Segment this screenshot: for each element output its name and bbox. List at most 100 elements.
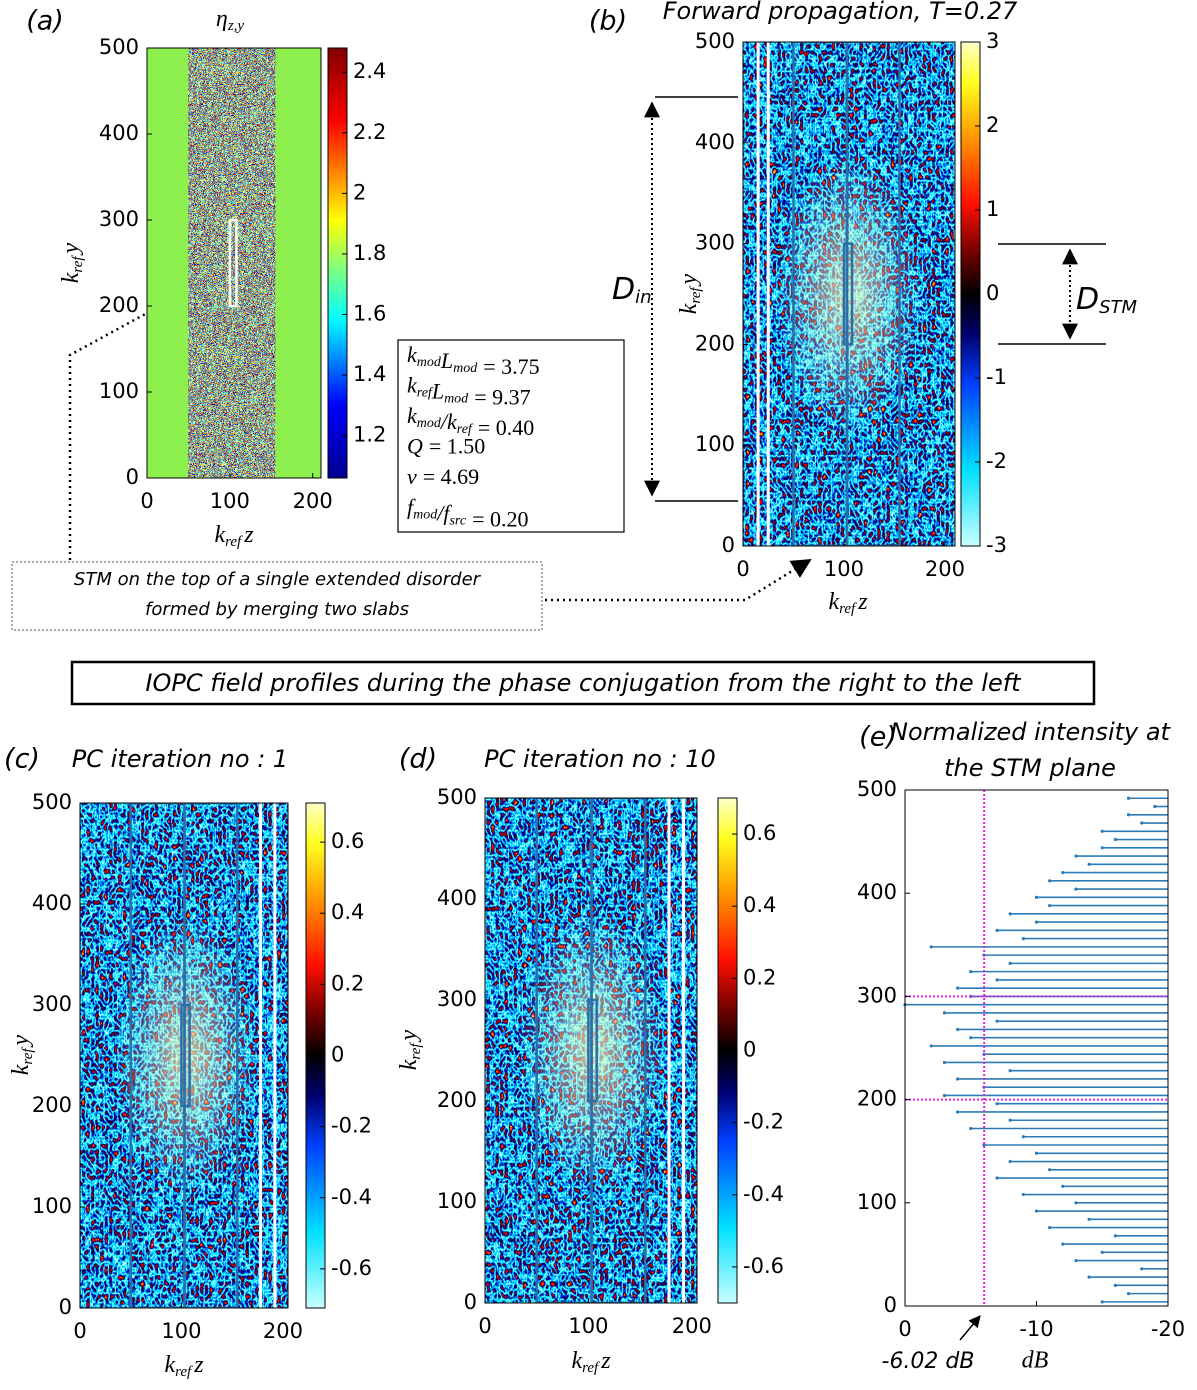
bar-tip	[1074, 1258, 1078, 1263]
math-var: z	[857, 589, 868, 615]
bar-tip	[1061, 870, 1065, 875]
bar-tip	[969, 1126, 973, 1131]
bar-tip	[1008, 1118, 1012, 1122]
axes-frame	[79, 802, 289, 1309]
bar-tip	[1048, 903, 1052, 908]
field	[485, 798, 697, 1303]
math-base: L	[431, 379, 444, 404]
colorbar-tick-label: -1	[986, 365, 1007, 389]
y-tick-label: 300	[99, 207, 139, 231]
bar-tip	[1126, 1292, 1131, 1296]
math-text: krefy	[8, 1034, 37, 1075]
bar-tip	[1008, 912, 1012, 916]
param-value: = 0.20	[472, 507, 528, 532]
param-value: = 1.50	[429, 434, 485, 459]
colorbar-tick-label: 1	[986, 197, 999, 221]
colorbar-tick-label: 0	[331, 1043, 344, 1067]
math-text: kref z	[571, 1348, 611, 1377]
x-tick-label: -10	[1019, 1317, 1053, 1341]
colorbar-tick-label: -0.4	[743, 1182, 784, 1206]
bar-tip	[1100, 829, 1104, 833]
y-tick-label: 100	[99, 379, 139, 403]
math-sub: mod	[417, 416, 442, 431]
math-base: k	[164, 1352, 175, 1378]
math-var: y	[8, 1034, 34, 1047]
bar-tip	[1021, 937, 1025, 941]
x-tick-label: 100	[568, 1314, 608, 1338]
field	[147, 48, 321, 478]
y-tick-label: 300	[437, 987, 477, 1011]
math-base: ν	[407, 464, 417, 489]
dimension-label: DSTM	[1076, 282, 1138, 319]
bar-tip	[956, 1027, 960, 1032]
y-tick-label: 0	[59, 1295, 72, 1319]
math-sub: ref	[688, 286, 704, 304]
math-sub: ref	[408, 1042, 424, 1060]
y-tick-label: 300	[695, 231, 735, 255]
y-tick-label: 100	[695, 432, 735, 456]
param-line: krefLmod = 9.37	[407, 373, 531, 410]
panel-label: (a)	[26, 6, 64, 37]
bar-tip	[995, 928, 999, 932]
param-box	[397, 339, 625, 533]
math-sub: src	[449, 514, 466, 529]
dimension-label: Din	[612, 272, 652, 309]
field	[743, 42, 955, 546]
bar-tip	[956, 1110, 960, 1114]
note-arrow	[68, 268, 228, 560]
param-line: Q = 1.50	[407, 434, 485, 459]
bar-tip	[1034, 895, 1039, 899]
math-sub: ref	[582, 1360, 600, 1376]
y-tick-label: 0	[464, 1290, 477, 1314]
math-text: krefy	[676, 273, 705, 314]
y-tick-label: 100	[857, 1190, 897, 1214]
colorbar-tick-label: -0.4	[331, 1185, 372, 1209]
axes-frame	[484, 797, 698, 1304]
math-sub: mod	[453, 361, 478, 376]
colorbar	[327, 47, 348, 479]
stm-box	[180, 1003, 191, 1108]
math-base: k	[396, 1059, 422, 1070]
bar-tip	[1021, 1192, 1025, 1197]
param-value: = 4.69	[423, 464, 479, 489]
bar-tip	[969, 1036, 973, 1040]
slab-outline	[590, 798, 647, 1303]
colorbar-tick-label: -0.2	[743, 1110, 784, 1134]
field	[80, 803, 288, 1308]
math-base: k	[571, 1348, 582, 1374]
y-tick-label: 400	[99, 121, 139, 145]
colorbar-tick-label: 2	[986, 113, 999, 137]
stm-box	[587, 998, 598, 1103]
math-var: y	[676, 273, 702, 286]
math-text: kref z	[828, 589, 868, 618]
panel-label: (c)	[4, 744, 40, 775]
y-tick-label: 0	[884, 1293, 897, 1317]
note-text: formed by merging two slabs	[145, 599, 409, 620]
y-tick-label: 500	[99, 35, 139, 59]
colorbar-tick-label: 0.6	[743, 821, 776, 845]
panel-title: the STM plane	[944, 754, 1116, 782]
ref-arrow	[959, 1315, 981, 1341]
bar-tip	[1100, 1250, 1104, 1254]
param-line: ν = 4.69	[407, 464, 479, 489]
y-tick-label: 400	[32, 891, 72, 915]
colorbar-tick-label: -0.6	[331, 1256, 372, 1280]
y-tick-label: 200	[32, 1093, 72, 1117]
math-sub: ref	[839, 601, 857, 617]
bar-tip	[982, 1143, 986, 1147]
stm-box	[842, 242, 854, 346]
y-tick-label: 500	[857, 777, 897, 801]
bar-tip	[1034, 1209, 1039, 1213]
bar-tip	[1140, 821, 1144, 825]
slab-outline	[845, 42, 901, 546]
bar-tip	[1008, 961, 1012, 965]
bar-tip	[1061, 1184, 1065, 1188]
colorbar-tick-label: -0.2	[331, 1114, 372, 1138]
colorbar-tick-label: 0	[743, 1038, 756, 1062]
math-text: ηz,y	[216, 6, 244, 35]
colorbar-tick-label: 2	[353, 180, 366, 204]
panel-title: Normalized intensity at	[890, 718, 1172, 746]
bar-tip	[1021, 1135, 1025, 1139]
colorbar-tick-label: 3	[986, 29, 999, 53]
math-sub: ref	[175, 1364, 193, 1380]
